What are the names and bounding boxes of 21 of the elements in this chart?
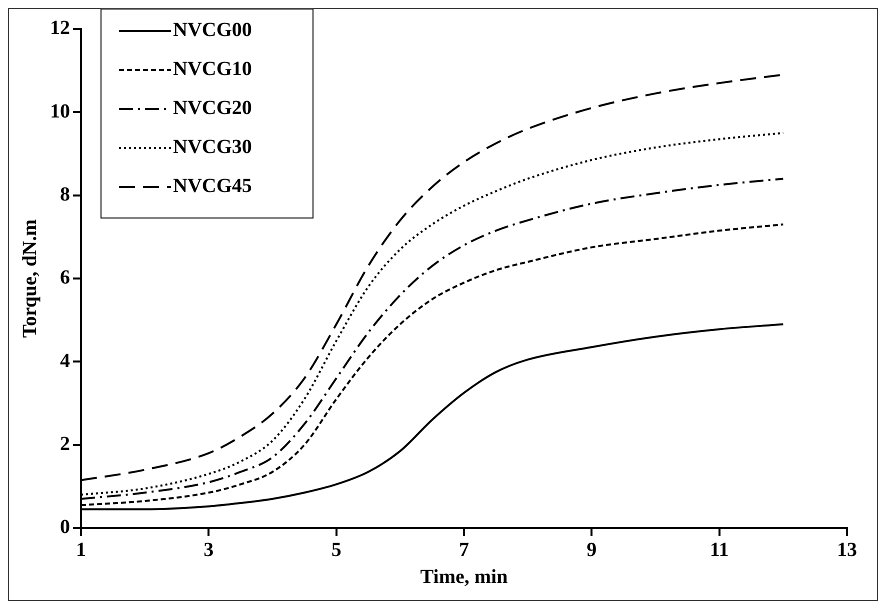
legend-label: NVCG20 xyxy=(173,97,252,120)
x-tick-label: 9 xyxy=(586,539,597,562)
y-tick-label: 10 xyxy=(50,100,70,122)
legend-label: NVCG00 xyxy=(173,19,252,42)
x-tick-label: 13 xyxy=(837,539,857,562)
x-tick-label: 11 xyxy=(710,539,729,562)
x-tick-label: 1 xyxy=(76,539,86,562)
y-tick-label: 8 xyxy=(60,184,70,206)
legend-label: NVCG10 xyxy=(173,58,252,80)
legend-label: NVCG45 xyxy=(173,175,252,198)
y-tick-label: 2 xyxy=(60,433,70,456)
x-tick-label: 3 xyxy=(204,539,214,562)
y-tick-label: 6 xyxy=(60,266,70,289)
y-axis-title: Torque, dN.m xyxy=(19,218,42,338)
x-tick-label: 5 xyxy=(331,539,342,562)
y-tick-label: 12 xyxy=(50,17,70,40)
y-tick-label: 4 xyxy=(60,350,70,372)
x-tick-label: 7 xyxy=(459,539,469,562)
x-axis-title: Time, min xyxy=(420,566,508,588)
y-tick-label: 0 xyxy=(60,516,70,538)
legend-label: NVCG30 xyxy=(173,136,252,158)
